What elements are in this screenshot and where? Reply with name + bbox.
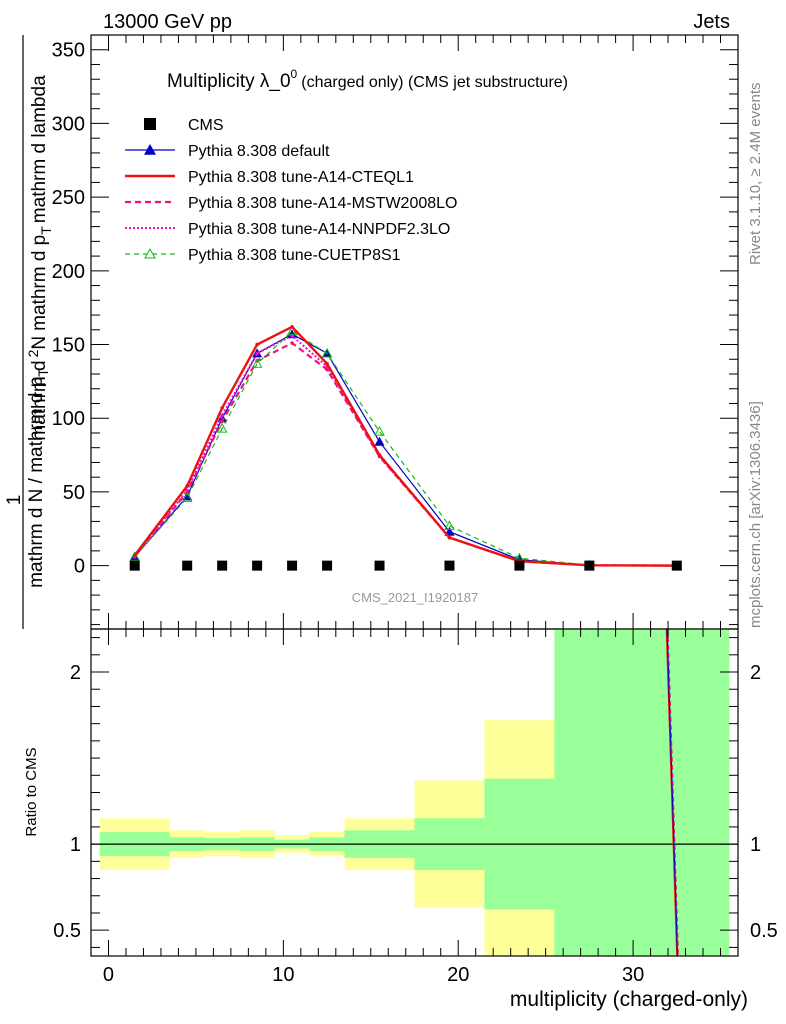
main-y-label: mathrm d2Nmathrm d pTmathrm d lambda 1 m… xyxy=(4,35,54,629)
data-point xyxy=(444,560,455,571)
point-default xyxy=(374,436,385,446)
legend-label: Pythia 8.308 tune-A14-NNPDF2.3LO xyxy=(188,221,450,238)
ratio-ticks: 0.5 0.51 12 20 10 20 30 xyxy=(53,629,778,986)
ratio-y-tick-label: 0.5 xyxy=(53,920,81,942)
point-a14_cteql1 xyxy=(255,342,259,347)
point-a14_cteql1 xyxy=(447,535,452,540)
data-point xyxy=(322,560,333,571)
data-point xyxy=(374,560,385,571)
series-line-a14_mstw xyxy=(133,341,677,567)
x-tick-label: 0 xyxy=(103,964,114,986)
y-tick-label: 150 xyxy=(52,335,85,357)
y-tick-label: 100 xyxy=(52,408,85,430)
ratio-y-tick-label-right: 1 xyxy=(750,834,761,856)
point-a14_mstw xyxy=(325,367,329,372)
legend-label: Pythia 8.308 tune-A14-CTEQL1 xyxy=(188,169,414,186)
analysis-watermark: CMS_2021_I1920187 xyxy=(352,590,479,605)
point-a14_cteql1 xyxy=(185,484,189,488)
point-cuetp8s1 xyxy=(321,347,333,358)
y-tick-label: 200 xyxy=(52,261,85,283)
ratio-line xyxy=(667,628,679,957)
x-tick-label: 30 xyxy=(622,964,644,986)
point-cuetp8s1 xyxy=(374,425,385,436)
point-a14_cteql1 xyxy=(377,453,382,457)
data-point xyxy=(287,560,298,571)
point-default xyxy=(217,413,228,423)
x-tick-label: 20 xyxy=(447,964,469,986)
point-cuetp8s1 xyxy=(181,492,193,502)
y-tick-label: 350 xyxy=(52,40,85,62)
point-a14_cteql1 xyxy=(325,361,329,366)
legend-marker-default xyxy=(144,144,156,155)
point-cuetp8s1 xyxy=(129,551,141,561)
y-tick-label: 50 xyxy=(63,482,85,504)
ratio-lines xyxy=(91,628,738,957)
data-point xyxy=(182,560,193,571)
ratio-frame xyxy=(90,628,739,957)
point-a14_mstw xyxy=(220,419,224,423)
point-a14_nnpdf xyxy=(185,488,189,493)
point-cuetp8s1 xyxy=(251,358,263,368)
series-line-a14_cteql1 xyxy=(133,325,677,567)
y-tick-label: 300 xyxy=(52,113,85,135)
series-line-a14_nnpdf xyxy=(133,334,677,567)
ratio-y-tick-label-right: 2 xyxy=(750,662,761,684)
ratio-panel: 0.5 0.51 12 20 10 20 30 Ratio to CMS multiplic… xyxy=(23,628,778,1011)
series-line-default xyxy=(134,333,677,567)
data-point xyxy=(252,560,263,571)
ratio-line xyxy=(666,628,679,957)
y-tick-label: 0 xyxy=(74,556,85,578)
point-cuetp8s1 xyxy=(444,520,455,530)
rivet-label: Rivet 3.1.10, ≥ 2.4M events xyxy=(747,83,764,266)
point-a14_cteql1 xyxy=(132,553,137,558)
point-a14_mstw xyxy=(290,341,294,345)
data-point xyxy=(584,560,595,571)
legend-label: Pythia 8.308 default xyxy=(188,143,330,160)
ratio-line xyxy=(665,628,678,957)
y-label-numerator: mathrm d2Nmathrm d pTmathrm d lambda xyxy=(25,75,54,441)
y-label-denominator: mathrm d N / mathrm d pT xyxy=(26,368,51,588)
point-a14_nnpdf xyxy=(220,413,224,418)
point-default xyxy=(287,329,298,339)
y-tick-label: 250 xyxy=(52,187,85,209)
data-point xyxy=(671,560,682,571)
legend-marker-cuetp8s1 xyxy=(144,247,156,259)
mcplots-label: mcplots.cern.ch [arXiv:1306.3436] xyxy=(747,401,764,628)
data-point xyxy=(514,560,525,571)
main-series xyxy=(129,325,683,571)
chart-title: Multiplicity λ_00 (charged only) (CMS jet… xyxy=(167,67,568,92)
point-cuetp8s1 xyxy=(216,423,228,433)
energy-label: 13000 GeV pp xyxy=(103,11,232,33)
x-axis-label: multiplicity (charged-only) xyxy=(510,988,748,1011)
x-tick-label: 10 xyxy=(272,964,294,986)
ratio-y-label: Ratio to CMS xyxy=(23,747,40,836)
point-a14_cteql1 xyxy=(220,406,224,410)
main-y-ticks: 0 50 100 150 200 250 300 350 xyxy=(52,34,738,629)
category-label: Jets xyxy=(693,11,730,33)
legend-label: Pythia 8.308 tune-A14-MSTW2008LO xyxy=(188,195,457,212)
point-a14_nnpdf xyxy=(255,351,259,356)
legend-label: CMS xyxy=(188,117,224,134)
main-panel: 0 50 100 150 200 250 300 350 Multiplicity λ_00(… xyxy=(4,34,739,630)
y-label-one: 1 xyxy=(4,495,25,506)
legend: CMS Pythia 8.308 default Pythia 8.308 tune… xyxy=(125,117,457,264)
ratio-band-inner xyxy=(554,629,730,956)
ratio-y-tick-label-right: 0.5 xyxy=(750,920,778,942)
series-line-cuetp8s1 xyxy=(134,330,677,567)
data-point xyxy=(129,560,140,571)
legend-label: Pythia 8.308 tune-CUETP8S1 xyxy=(188,247,401,264)
ratio-bands xyxy=(99,629,730,956)
ratio-y-tick-label: 1 xyxy=(70,834,81,856)
legend-marker-data xyxy=(144,118,156,130)
data-point xyxy=(217,560,228,571)
ratio-y-tick-label: 2 xyxy=(70,662,81,684)
point-a14_cteql1 xyxy=(290,325,294,329)
